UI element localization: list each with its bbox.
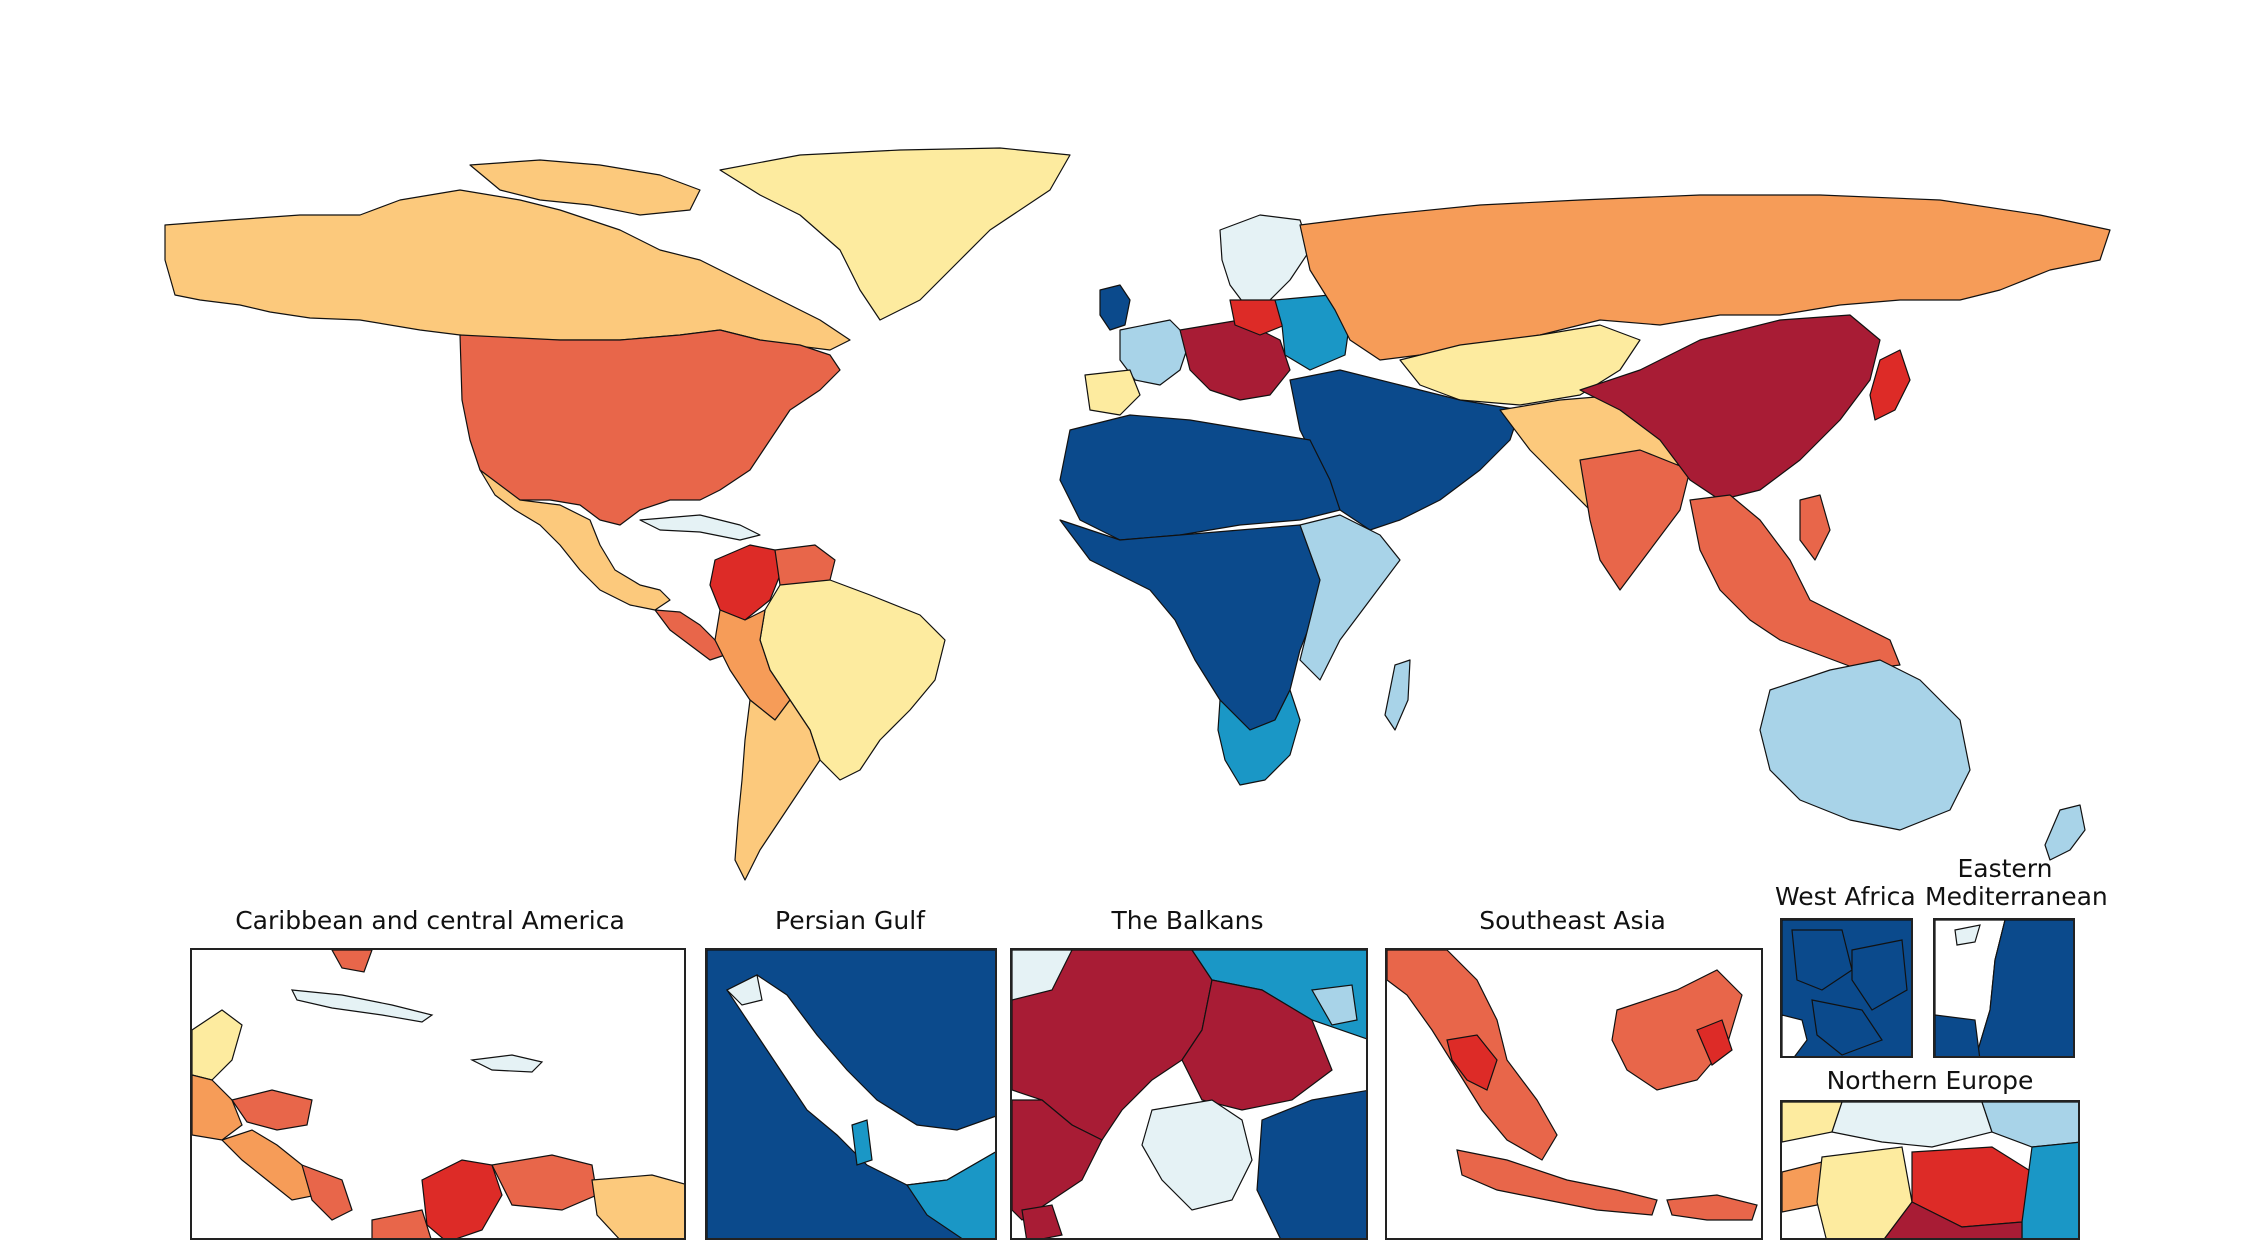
- inset-title-west-africa: West Africa: [1775, 882, 1916, 911]
- map-region: [469, 1054, 544, 1073]
- map-region: [1141, 1099, 1253, 1211]
- inset-title-eastern-med-line1: Eastern: [1957, 854, 2053, 883]
- region-japan: [1869, 349, 1911, 421]
- map-region: [1975, 920, 2073, 1056]
- map-region: [1811, 999, 1883, 1056]
- map-region: [371, 1209, 432, 1238]
- map-region: [231, 1089, 313, 1131]
- inset-west-africa: [1780, 918, 1913, 1058]
- region-scandinavia: [1219, 214, 1311, 306]
- region-north-africa: [1059, 414, 1341, 541]
- map-region: [1816, 1146, 1913, 1238]
- map-region: [192, 1009, 243, 1081]
- map-region: [851, 1119, 873, 1166]
- map-region: [905, 1151, 995, 1238]
- map-region: [1021, 1204, 1063, 1238]
- region-greenland: [719, 147, 1071, 321]
- map-region: [1981, 1102, 2078, 1148]
- region-north-america: [164, 189, 851, 351]
- map-region: [192, 1074, 243, 1141]
- region-arctic-islands: [469, 159, 701, 216]
- region-india: [1579, 449, 1691, 591]
- region-new-zealand: [2044, 804, 2086, 861]
- map-region: [1954, 924, 1981, 946]
- region-china: [1579, 314, 1881, 501]
- map-region: [1181, 979, 1333, 1111]
- map-region: [1012, 1099, 1103, 1221]
- inset-northern-europe: [1780, 1100, 2080, 1240]
- map-region: [1012, 950, 1073, 1001]
- inset-balkans: [1010, 948, 1368, 1240]
- region-poland: [1229, 299, 1286, 336]
- region-east-africa: [1299, 514, 1401, 681]
- region-central-asia: [1399, 324, 1641, 406]
- region-southeast-asia: [1689, 494, 1901, 671]
- region-western-europe: [1119, 319, 1191, 386]
- inset-title-balkans: The Balkans: [1111, 906, 1264, 935]
- region-caribbean: [639, 514, 761, 541]
- inset-title-southeast-asia: Southeast Asia: [1479, 906, 1666, 935]
- inset-title-caribbean: Caribbean and central America: [235, 906, 625, 935]
- inset-title-northern-europe: Northern Europe: [1826, 1066, 2034, 1095]
- region-iberia: [1084, 369, 1141, 416]
- map-region: [491, 1154, 598, 1211]
- map-region: [1311, 984, 1358, 1026]
- region-colombia: [709, 544, 781, 621]
- map-region: [591, 1174, 684, 1238]
- region-mexico: [479, 469, 671, 611]
- inset-eastern-mediterranean: [1933, 918, 2075, 1058]
- map-region: [1782, 1102, 1843, 1143]
- map-region: [301, 1164, 353, 1221]
- map-region: [1666, 1194, 1758, 1221]
- map-region: [726, 974, 995, 1186]
- region-southern-africa: [1217, 689, 1301, 786]
- map-region: [1935, 1014, 1981, 1056]
- map-region: [421, 1159, 503, 1238]
- region-central-america: [654, 609, 726, 661]
- map-region: [290, 989, 434, 1023]
- region-uk: [1099, 284, 1131, 331]
- map-region: [2021, 1141, 2078, 1238]
- inset-caribbean: [190, 948, 686, 1240]
- map-region: [1446, 1034, 1498, 1091]
- map-region: [1782, 1014, 1808, 1056]
- map-region: [1851, 939, 1908, 1011]
- region-central-europe: [1179, 319, 1291, 401]
- map-region: [1696, 1019, 1733, 1066]
- inset-southeast-asia: [1385, 948, 1763, 1240]
- region-australia: [1759, 659, 1971, 831]
- map-region: [1256, 1090, 1366, 1238]
- inset-title-eastern-med-line2: Mediterranean: [1925, 882, 2108, 911]
- region-russia: [1299, 194, 2111, 361]
- map-region: [331, 950, 373, 973]
- map-region: [1456, 1149, 1658, 1216]
- inset-persian-gulf: [705, 948, 997, 1240]
- region-madagascar: [1384, 659, 1411, 731]
- region-philippines: [1799, 494, 1831, 561]
- map-region: [1791, 929, 1853, 991]
- inset-title-persian-gulf: Persian Gulf: [775, 906, 925, 935]
- region-usa: [459, 329, 841, 526]
- map-region: [1884, 1201, 2023, 1238]
- map-region: [1831, 1102, 1993, 1148]
- map-region: [725, 974, 763, 1006]
- region-southern-cone: [734, 699, 821, 881]
- world-map: [164, 147, 2111, 881]
